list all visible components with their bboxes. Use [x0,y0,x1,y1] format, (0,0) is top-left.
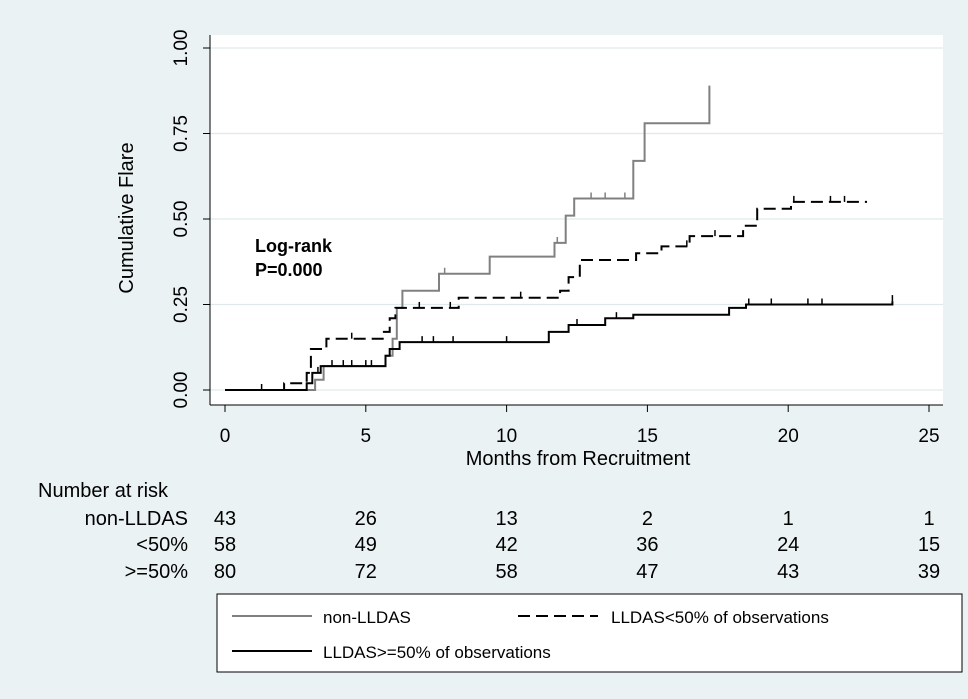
risk-table-title: Number at risk [38,480,169,502]
risk-value: 15 [918,534,940,556]
annotation-logrank: Log-rank [255,236,333,256]
plot-area [210,35,943,405]
risk-value: 39 [918,561,940,583]
series-layer [225,85,894,391]
risk-value: 47 [636,561,658,583]
x-ticks: 0 5 10 15 20 25 [220,405,940,447]
x-tick-label: 0 [220,426,231,447]
risk-value: 1 [923,508,934,530]
legend-label: LLDAS>=50% of observations [323,643,551,662]
y-tick-label: 1.00 [171,30,192,67]
x-tick-label: 10 [496,426,517,447]
risk-row-label: <50% [136,534,188,556]
x-tick-label: 20 [778,426,799,447]
risk-value: 36 [636,534,658,556]
y-tick-label: 0.50 [171,201,192,238]
risk-value: 72 [355,561,377,583]
risk-row-label: >=50% [125,561,189,583]
annotation-pvalue: P=0.000 [255,260,323,280]
y-tick-label: 0.00 [171,372,192,409]
y-tick-label: 0.25 [171,286,192,323]
legend-label: non-LLDAS [323,608,411,627]
risk-value: 80 [214,561,236,583]
legend-box [216,593,963,673]
risk-value: 26 [355,508,377,530]
y-axis-label: Cumulative Flare [116,142,138,293]
gridlines [210,47,943,391]
risk-row-label: non-LLDAS [85,508,188,530]
legend: non-LLDAS LLDAS<50% of observations LLDAS>… [232,608,829,662]
y-ticks: 0.00 0.25 0.50 0.75 1.00 [171,30,210,409]
risk-value: 43 [777,561,799,583]
x-tick-label: 5 [361,426,372,447]
legend-label: LLDAS<50% of observations [611,608,829,627]
series-line-2 [225,200,867,391]
risk-value: 42 [495,534,517,556]
risk-value: 13 [495,508,517,530]
x-tick-label: 25 [918,426,939,447]
risk-value: 49 [355,534,377,556]
risk-value: 1 [783,508,794,530]
risk-value: 58 [214,534,236,556]
risk-value: 58 [495,561,517,583]
risk-table: non-LLDAS 43 26 13 2 1 1 <50% 58 49 42 36 24 15 >=50% 8… [85,508,941,583]
y-tick-label: 0.75 [171,115,192,152]
risk-value: 43 [214,508,236,530]
risk-value: 24 [777,534,799,556]
series-line-3 [225,301,894,391]
x-axis-label: Months from Recruitment [466,448,691,470]
risk-value: 2 [642,508,653,530]
x-tick-label: 15 [637,426,658,447]
